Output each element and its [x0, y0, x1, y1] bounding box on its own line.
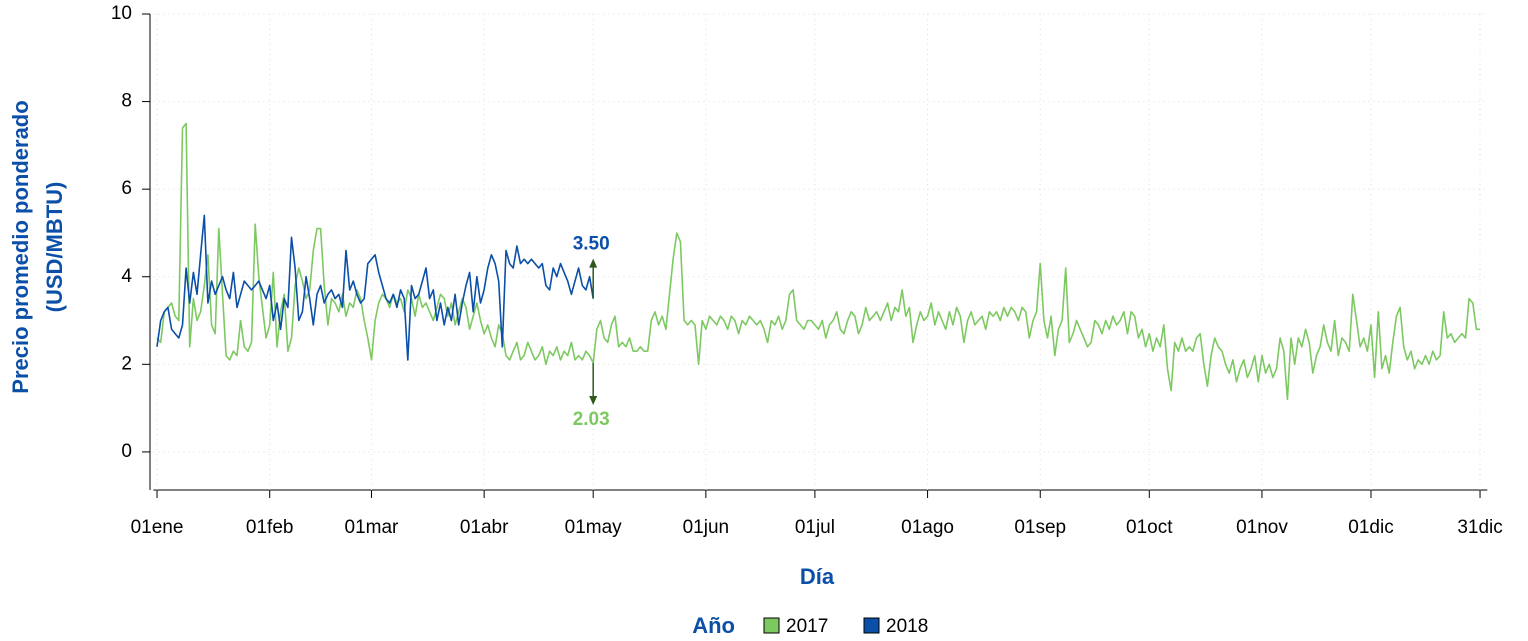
x-tick-label: 01dic: [1348, 517, 1393, 538]
x-tick-label: 31dic: [1457, 517, 1502, 538]
x-tick-label: 01ago: [901, 517, 954, 538]
x-tick-label: 01jun: [683, 517, 730, 538]
x-tick-label: 01abr: [460, 517, 509, 538]
y-tick-label: 6: [121, 178, 132, 199]
series-line: [156, 214, 594, 361]
x-tick-label: 01sep: [1014, 517, 1066, 538]
x-tick-label: 01jul: [795, 517, 835, 538]
legend-title: Año: [692, 613, 735, 638]
x-tick-label: 01mar: [345, 517, 400, 538]
series-line: [156, 122, 1480, 401]
annotation-arrowhead: [589, 258, 598, 268]
annotation-arrowhead: [589, 396, 598, 406]
x-tick-label: 01oct: [1126, 517, 1173, 538]
legend-swatch: [863, 617, 880, 634]
x-tick-label: 01may: [565, 517, 623, 538]
annotation-label: 2.03: [573, 409, 610, 430]
y-tick-label: 4: [121, 266, 132, 287]
y-axis-label: Precio promedio ponderado: [8, 100, 33, 393]
x-tick-label: 01ene: [131, 517, 184, 538]
legend-label: 2017: [786, 616, 828, 637]
annotation-label: 3.50: [573, 234, 610, 255]
x-tick-label: 01feb: [246, 517, 294, 538]
y-tick-label: 0: [121, 441, 132, 462]
x-tick-label: 01nov: [1236, 517, 1288, 538]
y-tick-label: 8: [121, 91, 132, 112]
legend-label: 2018: [886, 616, 928, 637]
legend-swatch: [763, 617, 780, 634]
y-axis-label: (USD/MBTU): [42, 182, 67, 313]
y-tick-label: 2: [121, 353, 132, 374]
x-axis-label: Día: [800, 564, 835, 589]
y-tick-label: 10: [111, 3, 132, 24]
